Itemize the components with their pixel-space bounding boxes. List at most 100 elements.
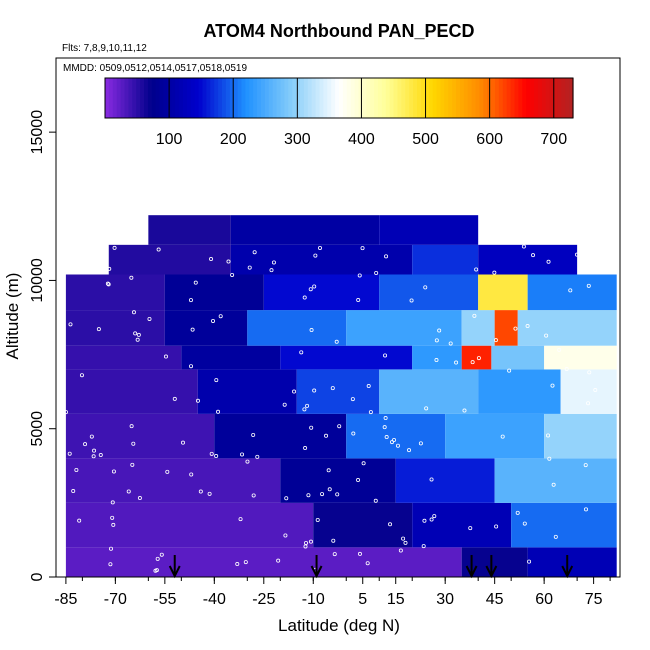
colorbar-swatch xyxy=(362,78,367,118)
colorbar-swatch xyxy=(342,78,348,118)
colorbar-tick-label: 700 xyxy=(540,131,567,148)
heatmap-cell xyxy=(517,310,617,346)
track-point xyxy=(131,310,136,315)
colorbar-swatch xyxy=(491,78,496,118)
colorbar-swatch xyxy=(510,78,516,118)
track-point xyxy=(108,546,113,551)
track-point xyxy=(309,328,314,333)
x-tick-label: 5 xyxy=(358,591,367,608)
colorbar-swatch xyxy=(311,78,317,118)
colorbar-swatch xyxy=(319,78,324,118)
track-point xyxy=(110,515,115,520)
takeoff-arrow-head xyxy=(465,565,478,579)
track-point xyxy=(383,353,388,358)
heatmap-cell xyxy=(164,310,248,346)
colorbar-swatch xyxy=(354,78,360,118)
track-point xyxy=(218,314,223,319)
colorbar-swatch xyxy=(300,78,305,118)
colorbar-swatch xyxy=(151,78,157,118)
track-point xyxy=(437,328,442,333)
track-point xyxy=(335,492,340,497)
track-point xyxy=(283,533,288,538)
colorbar-tick-label: 200 xyxy=(220,131,247,148)
track-point xyxy=(493,338,498,343)
colorbar-swatch xyxy=(401,78,406,118)
heatmap-cell xyxy=(65,502,314,548)
heatmap-cell xyxy=(65,345,182,370)
colorbar-swatch xyxy=(385,78,391,118)
colorbar-swatch xyxy=(116,78,122,118)
colorbar-swatch xyxy=(417,78,422,118)
track-point xyxy=(331,538,336,543)
track-point xyxy=(129,275,134,280)
colorbar-swatch xyxy=(374,78,379,118)
heatmap-cell xyxy=(181,345,281,370)
colorbar-swatch xyxy=(366,78,371,118)
x-tick-label: -85 xyxy=(54,591,77,608)
colorbar-swatch xyxy=(467,78,473,118)
colorbar-swatch xyxy=(350,78,356,118)
track-point xyxy=(388,522,393,527)
colorbar-swatch xyxy=(471,78,477,118)
colorbar-swatch xyxy=(163,78,168,118)
track-point xyxy=(429,477,434,482)
heatmap-cell xyxy=(412,345,462,370)
colorbar-frame xyxy=(104,77,574,119)
heatmap-cell xyxy=(412,244,479,275)
colorbar-swatch xyxy=(393,78,399,118)
track-point xyxy=(384,254,389,259)
x-tick-label: 30 xyxy=(436,591,454,608)
colorbar-swatch xyxy=(358,78,363,118)
track-point xyxy=(180,440,185,445)
colorbar-swatch xyxy=(436,78,441,118)
track-point xyxy=(190,327,195,332)
track-point xyxy=(531,253,536,258)
track-point xyxy=(106,282,111,287)
track-point xyxy=(211,318,216,323)
track-point xyxy=(305,403,310,408)
track-point xyxy=(308,287,313,292)
colorbar-swatch xyxy=(565,78,570,118)
colorbar-swatch xyxy=(428,78,434,118)
track-point xyxy=(209,451,214,456)
colorbar-swatch xyxy=(190,78,196,118)
track-point xyxy=(189,364,194,369)
track-point xyxy=(302,295,307,300)
colorbar-swatch xyxy=(389,78,395,118)
track-point xyxy=(574,252,579,257)
track-point xyxy=(317,245,322,250)
track-point xyxy=(306,493,311,498)
x-axis: -85 -70 -55 -40 -25 -10 5 15 30 45 60 75 xyxy=(54,577,611,608)
track-point xyxy=(209,257,214,262)
track-point xyxy=(284,496,289,501)
track-point xyxy=(553,534,558,539)
colorbar-swatch xyxy=(233,78,239,118)
track-point xyxy=(312,388,317,393)
heatmap-cell xyxy=(445,413,545,459)
colorbar-swatch xyxy=(144,78,149,118)
track-point xyxy=(337,424,342,429)
takeoff-arrow-head xyxy=(168,565,181,579)
colorbar-tick-label: 100 xyxy=(156,131,183,148)
colorbar-swatch xyxy=(245,78,250,118)
colorbar-swatch xyxy=(409,78,414,118)
colorbar-swatch xyxy=(452,78,457,118)
colorbar-swatch xyxy=(331,78,336,118)
x-axis-label: Latitude (deg N) xyxy=(278,616,400,635)
track-point xyxy=(269,268,274,273)
heatmap-cell xyxy=(527,547,617,577)
track-point xyxy=(476,356,481,361)
track-point xyxy=(454,360,459,365)
heatmap-cell xyxy=(494,310,518,346)
colorbar-swatch xyxy=(264,78,270,118)
x-tick-label: -70 xyxy=(104,591,127,608)
track-point xyxy=(368,410,373,415)
y-axis: 0 5000 10000 15000 xyxy=(29,110,56,581)
colorbar-swatch xyxy=(315,78,321,118)
track-point xyxy=(327,487,332,492)
colorbar-swatch xyxy=(206,78,211,118)
colorbar-swatch xyxy=(545,78,551,118)
track-point xyxy=(216,409,221,414)
track-point xyxy=(384,435,389,440)
flight-track-points xyxy=(63,244,598,573)
